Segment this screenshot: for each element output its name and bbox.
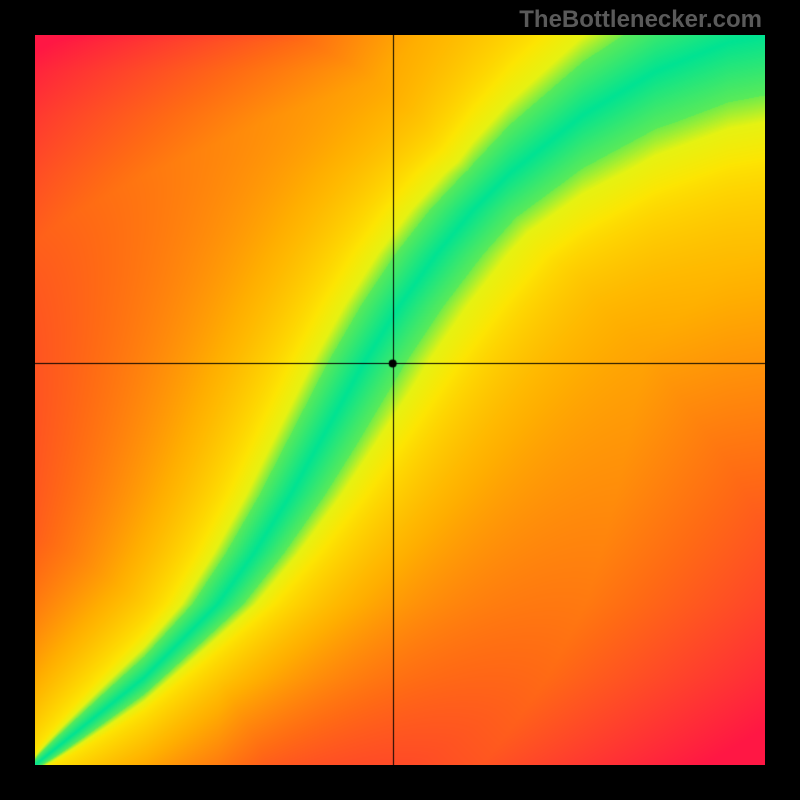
bottleneck-heatmap bbox=[35, 35, 765, 765]
chart-container: TheBottlenecker.com bbox=[0, 0, 800, 800]
watermark-text: TheBottlenecker.com bbox=[519, 6, 762, 34]
